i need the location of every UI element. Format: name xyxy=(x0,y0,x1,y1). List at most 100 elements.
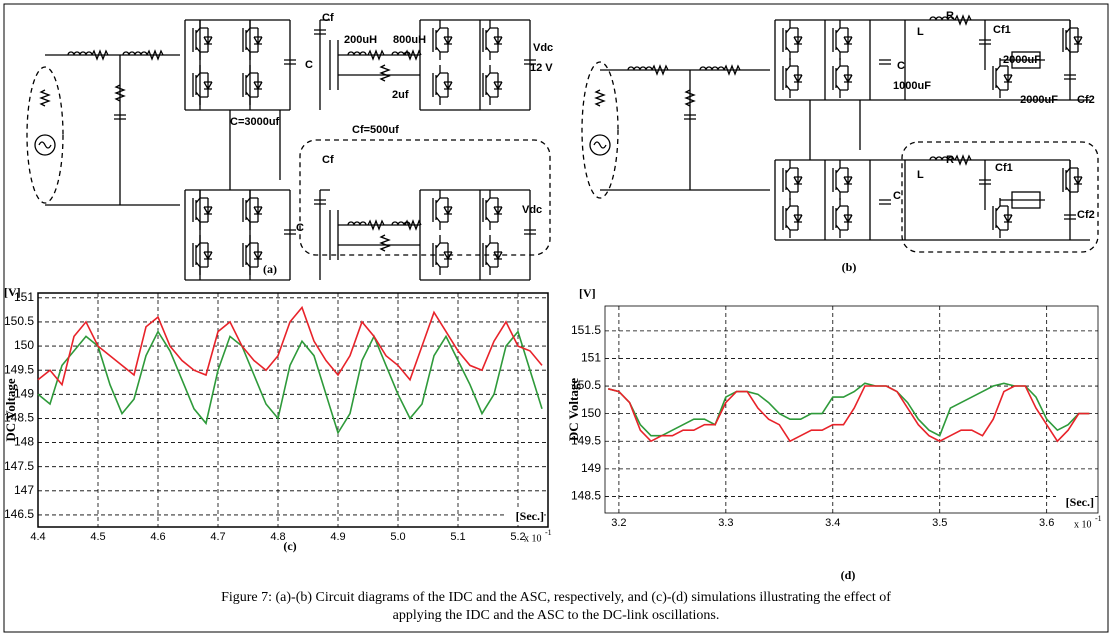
panel-label: (d) xyxy=(841,568,856,582)
circuit-label: Cf xyxy=(322,154,334,166)
wire xyxy=(1064,74,1076,80)
wire xyxy=(192,65,201,105)
y-unit: [V] xyxy=(4,285,21,299)
x-tick-label: 4.5 xyxy=(90,531,105,543)
circuit-label: 800uH xyxy=(393,34,426,46)
y-tick-label: 149.5 xyxy=(571,433,601,447)
wire xyxy=(790,167,803,193)
panel-label: (c) xyxy=(283,539,296,553)
wire xyxy=(379,64,391,82)
circuit-label: C xyxy=(893,190,901,202)
wire xyxy=(440,27,453,53)
wire xyxy=(404,49,422,61)
x-tick-label: 5.1 xyxy=(450,531,465,543)
wire xyxy=(992,58,1001,98)
wire xyxy=(1070,27,1083,53)
circuit-label: L xyxy=(917,26,924,38)
wire xyxy=(979,179,991,185)
wire xyxy=(1000,65,1013,91)
wire xyxy=(45,54,180,206)
circuit-label: 1000uF xyxy=(893,80,931,92)
x-multiplier: x 10 xyxy=(524,533,542,544)
x-tick-label: 3.4 xyxy=(825,517,840,529)
y-tick-label: 150.5 xyxy=(571,378,601,392)
figure-frame xyxy=(3,3,1109,633)
wire xyxy=(594,89,606,107)
wire xyxy=(432,20,441,60)
series-line xyxy=(607,382,1090,437)
chart: 146.5 147 147.5 148 148.5 149 149.5 150 150.5 151… xyxy=(3,285,552,553)
wire xyxy=(790,205,803,231)
y-unit: [V] xyxy=(579,286,596,300)
wire xyxy=(367,219,385,231)
source-enclosure xyxy=(581,61,619,199)
wire xyxy=(774,19,1090,101)
wire xyxy=(809,100,861,160)
wire xyxy=(684,114,696,120)
wire xyxy=(840,205,853,231)
x-tick-label: 4.6 xyxy=(150,531,165,543)
wire xyxy=(192,20,201,60)
wire xyxy=(790,27,803,53)
wire xyxy=(284,229,296,235)
wire xyxy=(832,198,841,238)
circuit-label: Cf1 xyxy=(993,24,1011,36)
y-tick-label: 151 xyxy=(581,351,601,365)
wire xyxy=(684,89,696,107)
wire xyxy=(979,39,991,45)
x-tick-label: 4.8 xyxy=(270,531,285,543)
wire xyxy=(840,27,853,53)
wire xyxy=(146,49,164,61)
wire xyxy=(284,59,296,65)
wire xyxy=(782,198,791,238)
wire xyxy=(39,89,51,107)
wire xyxy=(482,20,491,60)
x-unit: [Sec.] xyxy=(516,509,544,523)
wire xyxy=(954,14,972,26)
wire xyxy=(289,19,330,110)
circuit-label: Cf=500uf xyxy=(352,124,399,136)
wire xyxy=(314,29,326,35)
wire xyxy=(242,235,251,275)
wire xyxy=(984,19,1071,100)
wire xyxy=(600,69,770,191)
wire xyxy=(482,65,491,105)
source xyxy=(34,134,56,156)
y-axis-label: DC Voltage xyxy=(3,378,18,441)
wire xyxy=(593,141,607,149)
y-tick-label: 150 xyxy=(581,406,601,420)
wire xyxy=(329,189,531,281)
wire xyxy=(482,190,491,230)
wire xyxy=(242,190,251,230)
y-tick-label: 150.5 xyxy=(4,314,34,328)
wire xyxy=(490,197,503,223)
wire xyxy=(122,51,148,56)
wire xyxy=(200,197,213,223)
wire xyxy=(404,219,422,231)
wire xyxy=(432,65,441,105)
x-tick-label: 3.2 xyxy=(611,517,626,529)
y-tick-label: 149 xyxy=(14,386,34,400)
coupler xyxy=(1011,51,1041,69)
circuit-label: Cf xyxy=(322,12,334,24)
plot-area xyxy=(604,305,1099,514)
wire xyxy=(229,110,281,190)
wire xyxy=(242,65,251,105)
circuit-label: C xyxy=(296,222,304,234)
wire xyxy=(992,198,1001,238)
x-tick-label: 3.6 xyxy=(1039,517,1054,529)
circuit-label: Vdc xyxy=(522,204,542,216)
x-unit-bg xyxy=(506,509,544,525)
wire xyxy=(1062,160,1071,200)
x-unit-bg xyxy=(1056,495,1094,511)
series-line xyxy=(37,305,543,387)
wire xyxy=(627,66,653,71)
y-tick-label: 147 xyxy=(14,483,34,497)
y-tick-label: 148.5 xyxy=(571,489,601,503)
wire xyxy=(782,20,791,60)
wire xyxy=(38,141,52,149)
y-tick-label: 151 xyxy=(14,290,34,304)
x-unit: [Sec.] xyxy=(1066,495,1094,509)
circuit-label: 2000uF xyxy=(1003,54,1041,66)
wire xyxy=(832,58,841,98)
